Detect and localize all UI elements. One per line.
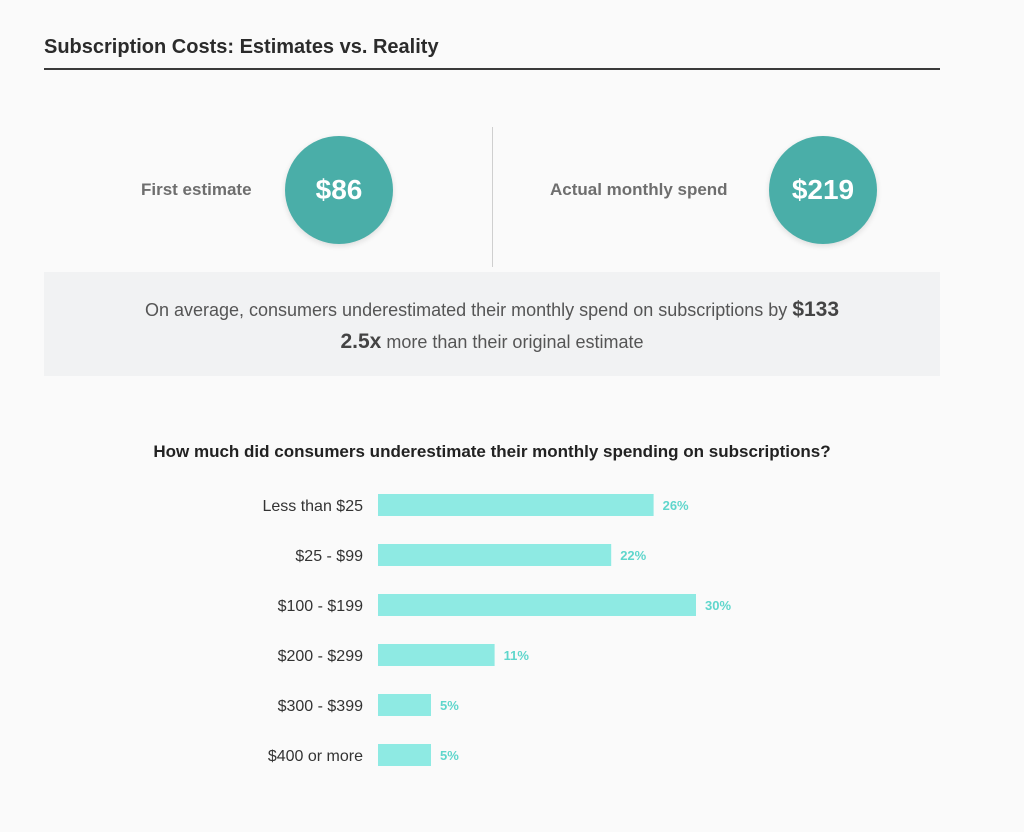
category-label: $200 - $299: [278, 648, 364, 665]
bar: [378, 744, 431, 766]
summary-text-2: more than their original estimate: [386, 332, 644, 352]
summary-value-1: $133: [792, 298, 840, 321]
category-label: $300 - $399: [278, 698, 364, 715]
bar: [378, 694, 431, 716]
value-label: 11%: [504, 648, 530, 663]
category-label: $100 - $199: [278, 598, 364, 615]
value-label: 30%: [705, 598, 731, 613]
category-label: Less than $25: [262, 498, 363, 515]
value-label: 22%: [620, 548, 646, 563]
summary-value-2: 2.5x: [340, 330, 382, 353]
value-label: 5%: [440, 748, 459, 763]
chart-title: How much did consumers underestimate the…: [153, 442, 831, 461]
bar: [378, 594, 696, 616]
actual-spend-circle: $219: [769, 136, 877, 244]
actual-spend-label: Actual monthly spend: [550, 180, 728, 199]
summary-box: On average, consumers underestimated the…: [44, 272, 940, 376]
value-label: 26%: [663, 498, 689, 513]
first-estimate-circle: $86: [285, 136, 393, 244]
value-label: 5%: [440, 698, 459, 713]
bar: [378, 494, 654, 516]
category-label: $400 or more: [268, 748, 363, 765]
page-title: Subscription Costs: Estimates vs. Realit…: [44, 36, 439, 58]
divider: [492, 127, 493, 267]
summary-text-1: On average, consumers underestimated the…: [144, 300, 788, 320]
category-label: $25 - $99: [295, 548, 363, 565]
first-estimate-label: First estimate: [141, 180, 252, 199]
title-rule: [44, 68, 940, 70]
bar: [378, 544, 612, 566]
bar: [378, 644, 495, 666]
